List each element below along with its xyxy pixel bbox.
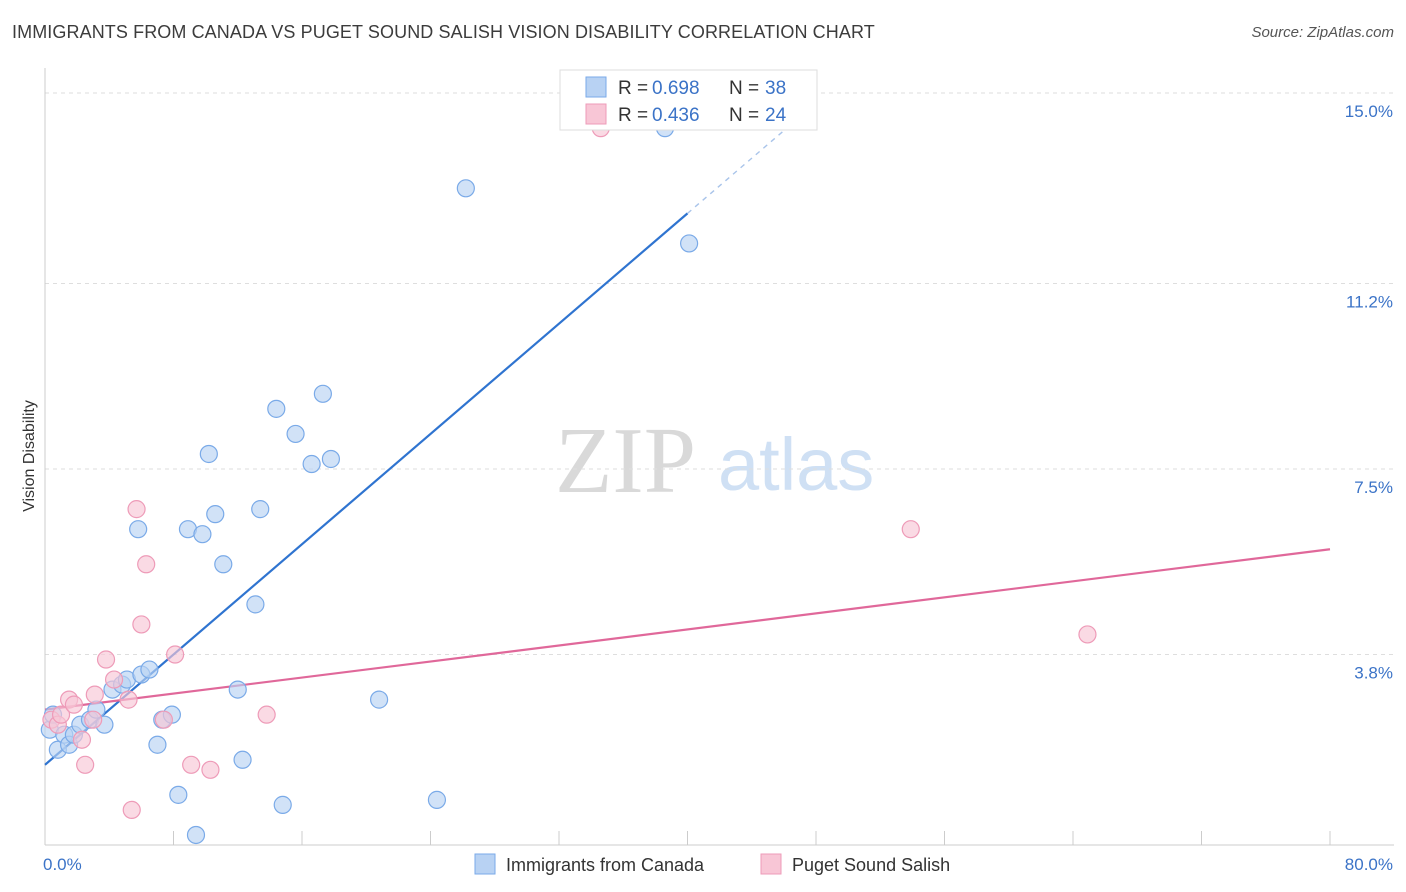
data-point-series-0 [193,525,212,544]
x-tick-label: 0.0% [43,855,82,874]
data-point-series-1 [104,670,124,689]
y-tick-label: 15.0% [1345,102,1393,121]
chart-title: IMMIGRANTS FROM CANADA VS PUGET SOUND SA… [12,22,875,42]
data-point-series-0 [456,179,475,198]
data-point-series-0 [148,735,167,754]
data-point-series-1 [51,705,71,724]
data-point-series-0 [140,660,159,679]
data-point-series-0 [286,424,305,444]
data-point-series-1 [132,615,151,634]
y-tick-label: 3.8% [1354,664,1393,683]
data-point-series-1 [127,500,146,519]
legend-n-label-1: N = [729,78,759,99]
data-point-series-1 [84,710,103,729]
y-tick-label: 11.2% [1346,293,1393,312]
data-point-series-0 [228,680,247,699]
legend-n-value-2: 24 [765,105,787,126]
data-point-series-1 [64,695,84,714]
data-point-series-1 [257,705,276,724]
data-point-series-0 [680,234,699,253]
data-point-series-0 [321,449,341,469]
legend-n-value-1: 38 [765,78,786,99]
x-tick-label: 80.0% [1345,855,1393,874]
data-point-series-1 [182,755,201,774]
data-point-series-0 [427,790,447,809]
series-swatch-salish [760,853,782,875]
data-point-series-0 [186,825,206,845]
data-point-series-1 [201,760,220,779]
data-point-series-0 [267,399,286,418]
tick-labels: 3.8% 7.5% 11.2% 15.0% 0.0% 80.0% [43,102,1393,874]
y-axis-title: Vision Disability [21,400,38,512]
data-point-series-1 [72,730,92,749]
series-legend: Immigrants from Canada Puget Sound Salis… [474,853,950,875]
data-point-series-1 [154,710,173,729]
data-point-series-0 [129,520,148,539]
data-point-series-1 [137,555,156,574]
data-point-series-1 [119,690,138,709]
watermark-zip: ZIP [555,409,696,513]
legend-swatch-canada [585,76,607,98]
trend-line-1 [44,548,1331,711]
data-point-series-0 [273,795,292,814]
data-point-series-1 [901,520,920,539]
data-point-series-1 [1078,625,1097,644]
legend-n-label-2: N = [729,105,759,126]
data-point-series-0 [370,690,389,709]
y-tick-label: 7.5% [1354,478,1393,497]
gridlines [45,92,1394,656]
data-point-series-1 [76,755,95,774]
data-point-series-0 [246,595,265,614]
series-label-canada: Immigrants from Canada [506,855,705,875]
data-point-series-0 [206,505,225,524]
legend-r-label-2: R = [618,105,648,126]
correlation-legend: R = 0.698 N = 38 R = 0.436 N = 24 [559,69,818,131]
data-point-series-1 [96,650,116,669]
data-point-series-0 [233,750,252,769]
data-point-series-0 [199,444,218,464]
data-point-series-0 [313,384,332,403]
data-point-series-1 [166,645,185,664]
legend-r-value-1: 0.698 [652,78,700,99]
data-point-series-0 [214,555,233,574]
series-swatch-canada [474,853,496,875]
source-credit: Source: ZipAtlas.com [1251,24,1394,41]
legend-r-label-1: R = [618,78,648,99]
data-point-series-0 [169,785,188,804]
series-label-salish: Puget Sound Salish [792,855,950,875]
data-point-series-0 [251,500,270,519]
data-point-series-1 [122,800,141,820]
legend-swatch-salish [585,103,607,125]
watermark-atlas: atlas [718,423,874,506]
data-point-series-1 [85,685,104,704]
data-point-series-0 [302,454,321,474]
legend-r-value-2: 0.436 [652,105,700,126]
